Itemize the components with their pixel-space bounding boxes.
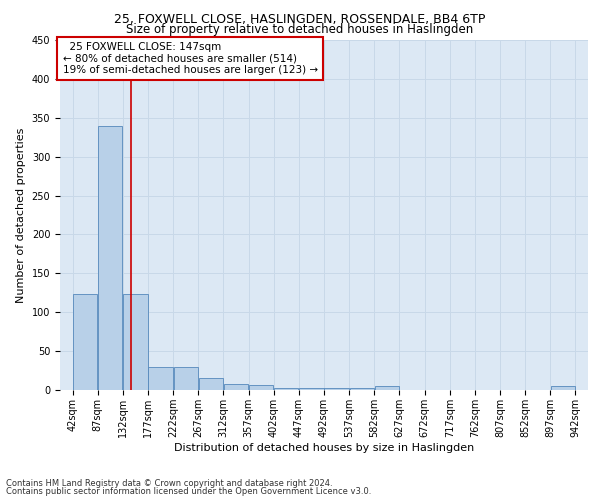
Bar xyxy=(173,366,198,390)
Bar xyxy=(299,388,323,390)
Text: Size of property relative to detached houses in Haslingden: Size of property relative to detached ho… xyxy=(127,22,473,36)
X-axis label: Distribution of detached houses by size in Haslingden: Distribution of detached houses by size … xyxy=(174,442,474,452)
Bar xyxy=(551,386,575,390)
Text: Contains public sector information licensed under the Open Government Licence v3: Contains public sector information licen… xyxy=(6,487,371,496)
Bar xyxy=(199,378,223,390)
Bar xyxy=(98,126,122,390)
Bar xyxy=(325,388,349,390)
Y-axis label: Number of detached properties: Number of detached properties xyxy=(16,128,26,302)
Bar xyxy=(274,388,298,390)
Bar xyxy=(73,294,97,390)
Bar xyxy=(350,388,374,390)
Bar xyxy=(249,386,274,390)
Text: 25 FOXWELL CLOSE: 147sqm  
← 80% of detached houses are smaller (514)
19% of sem: 25 FOXWELL CLOSE: 147sqm ← 80% of detach… xyxy=(62,42,318,75)
Text: Contains HM Land Registry data © Crown copyright and database right 2024.: Contains HM Land Registry data © Crown c… xyxy=(6,478,332,488)
Bar xyxy=(123,294,148,390)
Bar xyxy=(148,366,173,390)
Bar xyxy=(224,384,248,390)
Bar xyxy=(374,386,399,390)
Text: 25, FOXWELL CLOSE, HASLINGDEN, ROSSENDALE, BB4 6TP: 25, FOXWELL CLOSE, HASLINGDEN, ROSSENDAL… xyxy=(115,12,485,26)
